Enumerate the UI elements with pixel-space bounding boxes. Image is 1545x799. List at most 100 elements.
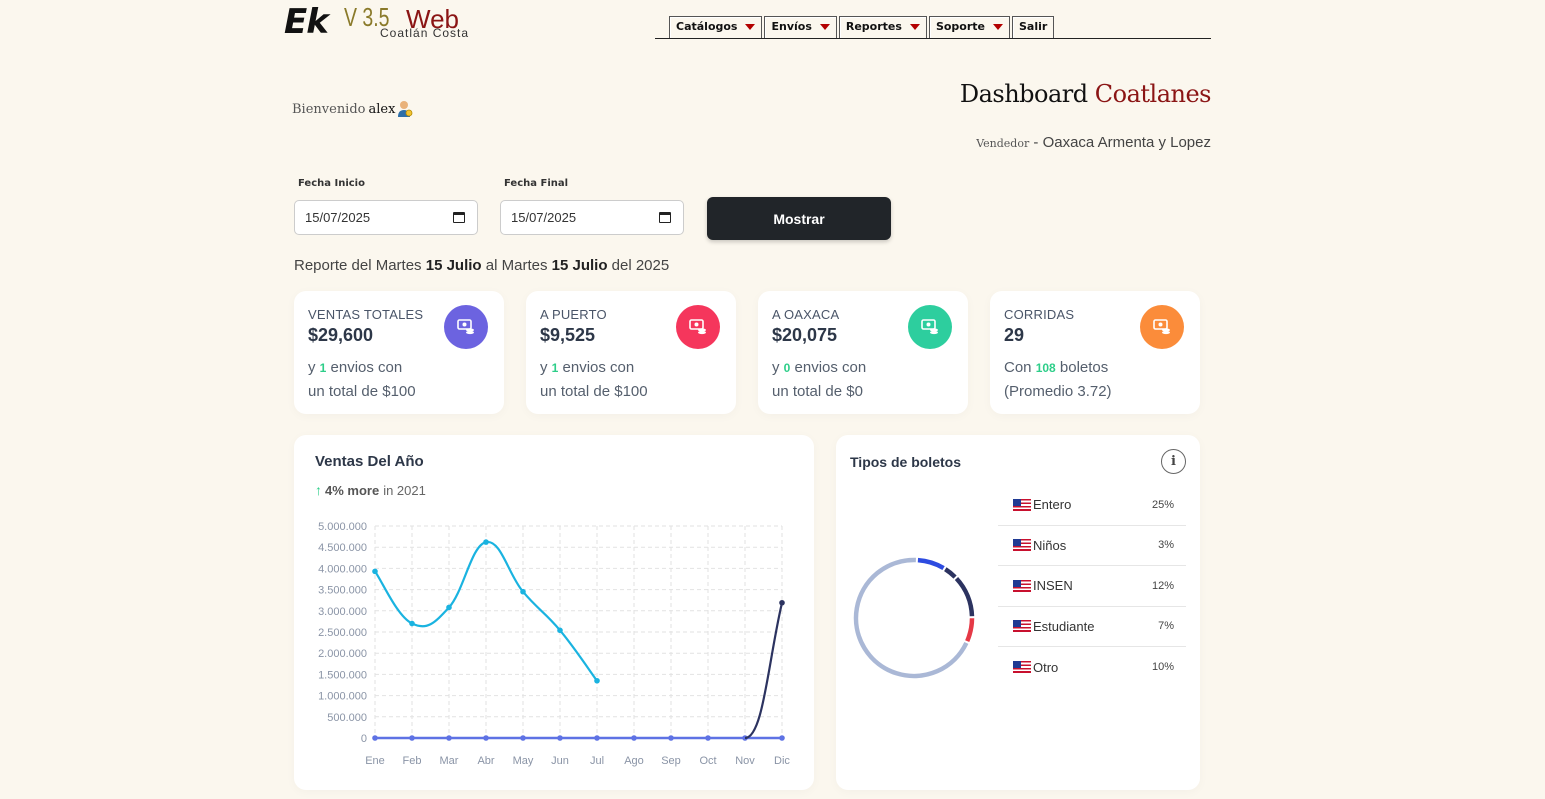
stat-value: $29,600	[308, 325, 374, 345]
us-flag-icon	[1013, 498, 1031, 511]
x-tick-label: Oct	[699, 755, 716, 767]
stat-card-a-oaxaca: A OAXACA $20,075 y 0 envios con un total…	[758, 291, 968, 414]
stat-desc-pre: y	[308, 359, 316, 376]
legend-item-ninos: Niños 3%	[998, 526, 1186, 566]
stat-label: A OAXACA	[772, 307, 840, 322]
data-point	[631, 735, 637, 741]
welcome-text: Bienvenido	[292, 101, 366, 117]
stat-desc-count: 108	[1035, 361, 1056, 375]
data-point	[594, 677, 600, 684]
username: alex	[368, 101, 396, 117]
stat-desc-line2: un total de $100	[308, 383, 416, 400]
dropdown-arrow-icon	[909, 24, 920, 30]
stat-desc-count: 0	[783, 361, 791, 375]
x-tick-label: Nov	[735, 755, 755, 767]
x-tick-label: Jul	[590, 755, 604, 767]
stat-desc-post: envios con	[794, 359, 867, 376]
legend-pct: 25%	[1151, 498, 1174, 511]
x-tick-label: Abr	[477, 755, 494, 767]
x-tick-label: Sep	[661, 755, 681, 767]
data-point	[372, 735, 378, 741]
stat-desc-pre: y	[540, 359, 548, 376]
menu-salir[interactable]: Salir	[1012, 16, 1055, 38]
x-tick-label: Jun	[551, 755, 569, 767]
us-flag-icon	[1013, 539, 1031, 552]
data-point	[557, 627, 563, 634]
y-tick-label: 0	[361, 733, 367, 745]
legend-label: Otro	[1033, 659, 1059, 675]
logo-mark: Ek	[284, 2, 329, 42]
menu-reportes[interactable]: Reportes	[838, 16, 927, 38]
stat-desc: Con 108 boletos (Promedio 3.72)	[1004, 356, 1186, 403]
menu-label: Soporte	[935, 20, 985, 33]
money-icon	[676, 305, 720, 349]
stat-label: CORRIDAS	[1004, 307, 1075, 322]
data-point	[483, 539, 489, 545]
report-from: 15 Julio	[425, 257, 482, 274]
legend-item-estudiante: Estudiante 7%	[998, 607, 1186, 647]
sales-chart-title: Ventas Del Año	[315, 453, 424, 470]
welcome-message: Bienvenido alex	[292, 100, 414, 118]
us-flag-icon	[1013, 579, 1031, 592]
calendar-icon[interactable]	[659, 212, 671, 223]
menu-soporte[interactable]: Soporte	[928, 16, 1010, 38]
y-tick-label: 5.000.000	[318, 521, 367, 533]
main-menu: Catálogos Envíos Reportes Soporte Salir	[655, 16, 1211, 39]
y-tick-label: 2.500.000	[318, 627, 367, 639]
start-date-input[interactable]: 15/07/2025	[294, 200, 478, 235]
start-date-value: 15/07/2025	[305, 210, 371, 225]
report-prefix: Reporte del Martes	[294, 257, 422, 274]
donut-slice-niños	[944, 567, 957, 579]
stat-label: A PUERTO	[540, 307, 607, 322]
y-tick-label: 1.000.000	[318, 691, 367, 703]
legend-pct: 7%	[1158, 620, 1174, 633]
info-icon[interactable]: i	[1161, 449, 1186, 474]
show-button[interactable]: Mostrar	[707, 197, 891, 240]
sales-chart-card: 0 500.000 1.000.000 1.500.000 2.000.000 2.500…	[294, 435, 814, 790]
y-tick-label: 3.500.000	[318, 585, 367, 597]
stat-card-ventas-totales: VENTAS TOTALES $29,600 y 1 envios con un…	[294, 291, 504, 414]
y-tick-label: 4.000.000	[318, 563, 367, 575]
logo-subtitle: Coatlán Costa	[380, 26, 470, 40]
start-date-label: Fecha Inicio	[298, 178, 365, 189]
x-tick-label: Ene	[365, 755, 385, 767]
money-icon	[908, 305, 952, 349]
x-tick-label: Dic	[774, 755, 790, 767]
stat-desc-line2: (Promedio 3.72)	[1004, 383, 1112, 400]
stat-card-corridas: CORRIDAS 29 Con 108 boletos (Promedio 3.…	[990, 291, 1200, 414]
end-date-input[interactable]: 15/07/2025	[500, 200, 684, 235]
donut-slice-estudiante	[965, 618, 975, 642]
x-tick-label: Feb	[403, 755, 422, 767]
stat-desc-post: boletos	[1059, 359, 1109, 376]
menu-envios[interactable]: Envíos	[764, 16, 837, 38]
end-date-label: Fecha Final	[504, 178, 569, 189]
stat-value: $20,075	[772, 325, 838, 345]
legend-label: Estudiante	[1033, 618, 1095, 634]
data-point	[594, 735, 600, 741]
x-tick-label: May	[513, 755, 534, 767]
donut-slice-otro	[853, 557, 969, 679]
vendor-role: Vendedor	[976, 137, 1030, 150]
data-point	[668, 735, 674, 741]
data-point	[446, 735, 452, 741]
calendar-icon[interactable]	[453, 212, 465, 223]
sales-line-chart: 0 500.000 1.000.000 1.500.000 2.000.000 2.500…	[318, 521, 790, 767]
data-point	[372, 568, 378, 575]
data-point	[557, 735, 563, 741]
legend-label: Niños	[1033, 537, 1067, 553]
legend-item-insen: INSEN 12%	[998, 566, 1186, 607]
logo-version: V 3.5	[344, 2, 390, 32]
user-avatar-icon	[398, 101, 413, 117]
report-suffix: del 2025	[611, 257, 670, 274]
arrow-up-icon: ↑	[315, 482, 322, 498]
stat-desc-count: 1	[319, 361, 327, 375]
trend-value: 4% more	[325, 482, 380, 498]
data-point	[409, 735, 415, 741]
stat-value: 29	[1004, 325, 1025, 345]
menu-label: Catálogos	[676, 20, 738, 33]
data-point	[705, 735, 711, 741]
ticket-types-card: Tipos de boletos i Entero 25% Niños 3% I…	[836, 435, 1200, 790]
logo-product: Web	[406, 4, 459, 34]
menu-catalogos[interactable]: Catálogos	[669, 16, 763, 38]
y-tick-label: 500.000	[327, 712, 367, 724]
